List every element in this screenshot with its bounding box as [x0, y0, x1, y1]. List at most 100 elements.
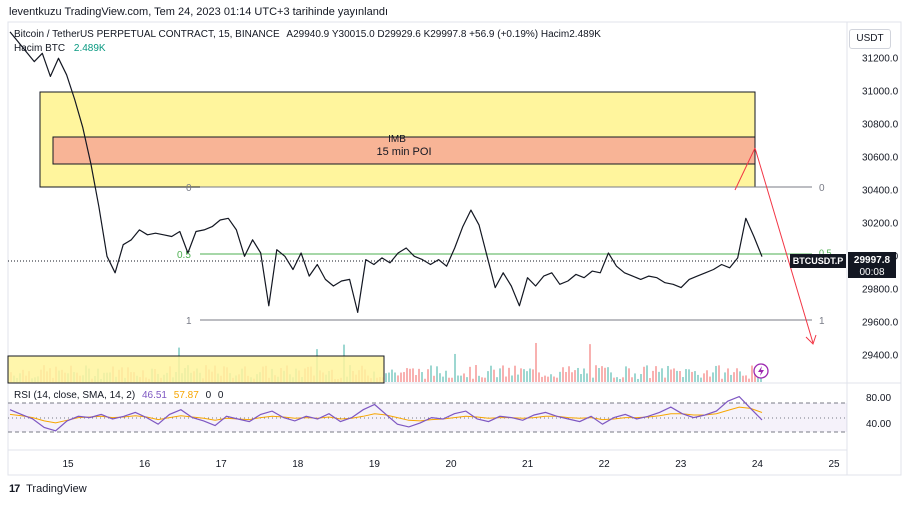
tv-logo-mark: 17 — [9, 483, 20, 495]
price-tick-label: 30800.0 — [862, 119, 899, 130]
volume-bar — [484, 377, 486, 382]
time-tick-label: 22 — [599, 459, 611, 470]
volume-bar — [478, 375, 480, 382]
volume-bar — [703, 373, 705, 382]
imb-label: IMB — [388, 134, 406, 145]
time-tick-label: 18 — [292, 459, 304, 470]
volume-bar — [439, 373, 441, 382]
rsi-extra-2: 0 — [217, 390, 224, 401]
price-tick-label: 30400.0 — [862, 185, 899, 196]
volume-bar — [505, 376, 507, 382]
volume-bar — [454, 353, 456, 382]
volume-bar — [427, 369, 429, 382]
symbol-tag: BTCUSDT.P — [793, 256, 844, 266]
volume-bar — [487, 371, 489, 382]
time-tick-label: 19 — [369, 459, 381, 470]
volume-bar — [511, 375, 513, 382]
volume-bar — [562, 367, 564, 382]
volume-bar — [718, 365, 720, 382]
fib-label-0: 0 — [186, 183, 192, 194]
volume-bar — [604, 367, 606, 382]
lightning-icon[interactable] — [753, 363, 769, 379]
instrument-name[interactable]: Bitcoin / TetherUS PERPETUAL CONTRACT, 1… — [14, 29, 280, 40]
symbol-tag-bg — [790, 254, 846, 268]
rsi-axis-ticks: 80.00 40.00 — [866, 393, 891, 430]
time-tick-label: 23 — [675, 459, 687, 470]
tv-brand: TradingView — [26, 483, 87, 495]
volume-bar — [547, 376, 549, 382]
volume-bar — [568, 366, 570, 382]
price-tick-label: 29800.0 — [862, 284, 899, 295]
volume-bar — [667, 365, 669, 382]
volume-bar — [673, 368, 675, 382]
time-tick-label: 21 — [522, 459, 534, 470]
chart-border — [7, 21, 902, 476]
yellow-zone-bottom — [7, 355, 385, 384]
volume-bar — [640, 374, 642, 382]
volume-bar — [697, 374, 699, 382]
volume-bar — [733, 372, 735, 382]
price-tag-value: 29997.8 — [854, 255, 891, 266]
volume-bar — [736, 368, 738, 382]
volume-bar — [625, 366, 627, 382]
volume-bar — [661, 368, 663, 382]
volume-bar — [406, 368, 408, 382]
time-tick-label: 17 — [216, 459, 228, 470]
rsi-legend[interactable]: RSI (14, close, SMA, 14, 2) 46.51 57.87 … — [14, 390, 223, 401]
volume-bar — [748, 378, 750, 382]
volume-bar — [616, 377, 618, 382]
rsi-sma-value: 57.87 — [173, 390, 199, 401]
time-tick-label: 24 — [752, 459, 764, 470]
volume-bar — [637, 378, 639, 382]
poi-zone — [52, 136, 756, 165]
legend-volume[interactable]: Hacim BTC 2.489K — [14, 43, 106, 54]
volume-bar — [580, 374, 582, 382]
volume-bar — [589, 344, 591, 382]
volume-bar — [745, 375, 747, 382]
volume-bar — [418, 368, 420, 382]
volume-bar — [556, 377, 558, 382]
volume-bar — [424, 378, 426, 382]
currency-button[interactable]: USDT — [849, 29, 891, 49]
volume-bar — [601, 366, 603, 382]
volume-bar — [574, 370, 576, 382]
volume-bar — [610, 372, 612, 382]
rsi-tick-label: 40.00 — [866, 419, 891, 430]
volume-bar — [448, 377, 450, 382]
volume-bar — [634, 373, 636, 382]
volume-bar — [706, 370, 708, 382]
volume-bar — [652, 370, 654, 382]
price-line — [9, 31, 763, 313]
volume-bar — [451, 377, 453, 382]
volume-bar — [592, 377, 594, 382]
fib-label-1: 1 — [186, 316, 192, 327]
volume-bar — [538, 372, 540, 382]
volume-label: Hacim BTC — [14, 43, 66, 54]
ohlc-values: A29940.9 Y30015.0 D29929.6 K29997.8 +56.… — [286, 29, 601, 40]
volume-bar — [583, 368, 585, 382]
projection-arrow-head — [805, 334, 817, 345]
volume-bar — [436, 366, 438, 382]
price-tick-label: 31200.0 — [862, 53, 899, 64]
volume-bar — [676, 370, 678, 382]
fib-label-1-right: 1 — [819, 316, 825, 327]
price-tag-countdown: 00:08 — [859, 267, 884, 278]
legend-instrument[interactable]: Bitcoin / TetherUS PERPETUAL CONTRACT, 1… — [14, 29, 601, 40]
volume-bar — [544, 375, 546, 382]
volume-value: 2.489K — [73, 43, 106, 54]
time-tick-label: 15 — [62, 459, 74, 470]
volume-bar — [490, 365, 492, 382]
rsi-label[interactable]: RSI (14, close, SMA, 14, 2) — [14, 390, 136, 401]
fib-label-05: 0.5 — [177, 250, 191, 261]
volume-bar — [430, 365, 432, 382]
volume-bar — [553, 376, 555, 382]
volume-bar — [514, 365, 516, 382]
volume-bar — [628, 368, 630, 382]
volume-bar — [550, 374, 552, 382]
volume-bar — [571, 372, 573, 382]
volume-bar — [643, 366, 645, 382]
rsi-extra-1: 0 — [205, 390, 212, 401]
volume-bar — [499, 368, 501, 382]
